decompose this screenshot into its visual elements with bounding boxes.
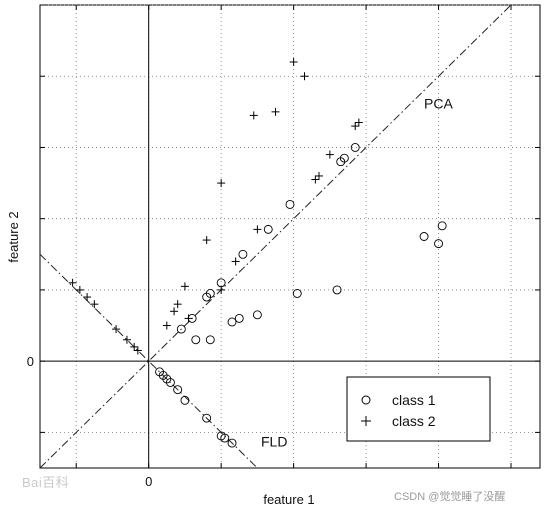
- x-axis-label: feature 1: [263, 492, 314, 507]
- data-markers: [68, 57, 447, 448]
- point-class-1: [285, 199, 295, 209]
- point-class-2: [162, 321, 171, 330]
- x-tick-label: 0: [145, 474, 152, 489]
- point-class-2: [314, 171, 323, 180]
- point-class-2: [68, 278, 77, 287]
- legend-marker-class-1: [361, 395, 371, 405]
- annotation-pca: PCA: [424, 95, 453, 111]
- point-class-2: [184, 314, 193, 323]
- annotations: PCA FLD: [261, 95, 453, 449]
- point-class-1: [205, 335, 215, 345]
- point-class-1: [220, 433, 230, 443]
- point-class-1: [180, 395, 190, 405]
- point-class-1: [205, 289, 215, 298]
- point-class-1: [292, 289, 302, 298]
- point-class-2: [289, 57, 298, 66]
- tick-labels: 00: [27, 4, 540, 489]
- point-class-2: [180, 282, 189, 291]
- point-class-2: [170, 307, 179, 316]
- annotation-fld: FLD: [261, 434, 287, 450]
- point-class-1: [176, 324, 186, 334]
- legend-label-class-1: class 1: [392, 392, 436, 408]
- point-class-1: [332, 285, 342, 295]
- point-class-1: [227, 438, 237, 448]
- legend-label-class-2: class 2: [392, 413, 436, 429]
- point-class-2: [133, 346, 142, 355]
- y-tick-label: 0: [27, 354, 34, 369]
- point-class-1: [173, 385, 183, 395]
- line-pca: [39, 4, 512, 469]
- point-class-1: [227, 317, 237, 327]
- watermark-right: CSDN @觉觉睡了没醒: [394, 491, 506, 503]
- point-class-1: [434, 239, 444, 249]
- point-class-1: [191, 335, 201, 345]
- point-class-1: [350, 143, 360, 152]
- point-class-2: [231, 257, 240, 266]
- point-class-1: [263, 224, 273, 234]
- point-class-2: [217, 285, 226, 294]
- legend-marker-class-2: [361, 416, 371, 426]
- point-class-2: [325, 150, 334, 159]
- point-class-1: [419, 232, 429, 241]
- point-class-2: [217, 179, 226, 188]
- y-axis-label: feature 2: [6, 211, 21, 262]
- point-class-2: [253, 225, 262, 234]
- point-class-2: [311, 175, 320, 184]
- point-class-2: [249, 111, 258, 120]
- point-class-1: [339, 153, 349, 163]
- point-class-2: [300, 72, 309, 81]
- point-class-1: [437, 221, 447, 231]
- point-class-2: [202, 236, 211, 245]
- point-class-2: [354, 118, 363, 127]
- legend-box: [346, 376, 491, 442]
- watermark-left: Bai百科: [22, 475, 70, 490]
- zero-axes: [40, 5, 540, 468]
- legend: class 1 class 2: [346, 376, 491, 442]
- point-class-2: [271, 107, 280, 116]
- point-class-2: [75, 285, 84, 294]
- point-class-2: [83, 293, 92, 302]
- point-class-2: [122, 335, 131, 344]
- point-class-2: [90, 300, 99, 309]
- point-class-2: [112, 325, 121, 334]
- point-class-2: [130, 342, 139, 351]
- point-class-1: [238, 249, 248, 259]
- point-class-2: [173, 300, 182, 309]
- point-class-1: [202, 413, 212, 423]
- point-class-1: [252, 310, 262, 320]
- point-class-1: [165, 378, 175, 387]
- point-class-2: [351, 122, 360, 131]
- point-class-1: [234, 313, 244, 323]
